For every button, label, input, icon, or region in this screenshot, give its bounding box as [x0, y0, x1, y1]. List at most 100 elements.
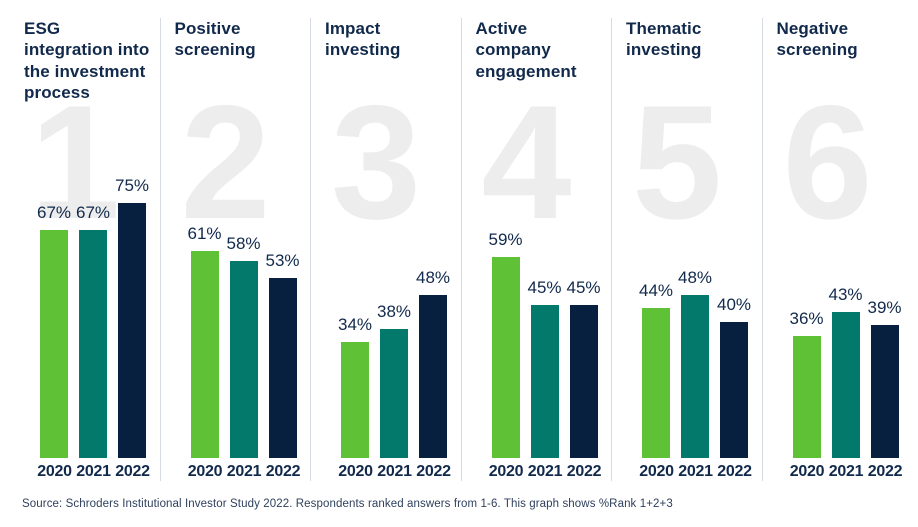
bar-column: 61%: [187, 224, 222, 458]
source-note: Source: Schroders Institutional Investor…: [22, 498, 673, 510]
bar: [642, 308, 670, 458]
bar: [792, 335, 821, 458]
rank-panel: ESG integration into the investment proc…: [8, 18, 160, 481]
bar-column: 34%: [337, 315, 373, 458]
bar: [831, 311, 860, 458]
bar: [380, 328, 408, 458]
rank-panel: Negative screening 6 36% 43% 39% 2020 202…: [761, 18, 913, 481]
bar-value-label: 39%: [867, 298, 902, 318]
bar-column: 53%: [265, 251, 300, 458]
year-label: 2020: [338, 463, 373, 480]
panel-bars-area: 5 44% 48% 40%: [632, 82, 756, 458]
year-axis-labels: 2020 2021 2022: [487, 463, 606, 481]
bar: [118, 203, 146, 458]
year-label: 2022: [717, 463, 752, 480]
year-label: 2021: [76, 463, 111, 480]
bar-value-label: 45%: [566, 278, 601, 297]
year-axis-labels: 2020 2021 2022: [637, 463, 756, 481]
bar: [419, 294, 447, 458]
bar-column: 75%: [114, 176, 150, 458]
rank-number: 4: [481, 72, 572, 253]
rank-number: 1: [30, 72, 120, 253]
year-label: 2022: [265, 463, 301, 480]
bar-value-label: 53%: [265, 250, 300, 270]
bar-value-label: 40%: [716, 295, 752, 314]
bar: [681, 294, 709, 458]
rank-panel: Thematic investing 5 44% 48% 40% 2020 202…: [611, 18, 762, 481]
year-axis-labels: 2020 2021 2022: [336, 463, 455, 481]
bar-value-label: 58%: [226, 233, 261, 253]
panel-bars-area: 3 34% 38% 48%: [331, 82, 455, 458]
bar: [229, 260, 258, 458]
bar-group: 34% 38% 48%: [337, 106, 455, 458]
year-label: 2022: [416, 463, 451, 480]
year-label: 2020: [187, 463, 223, 480]
year-label: 2022: [115, 463, 150, 480]
year-label: 2022: [867, 463, 903, 480]
rank-number: 6: [782, 72, 873, 253]
year-label: 2020: [639, 463, 674, 480]
year-label: 2020: [789, 463, 825, 480]
year-label: 2021: [226, 463, 262, 480]
year-label: 2021: [678, 463, 713, 480]
bar-column: 36%: [789, 309, 824, 458]
bar: [720, 322, 748, 458]
bar-column: 59%: [488, 230, 523, 458]
panel-title: Impact investing: [325, 19, 401, 60]
bar-column: 48%: [415, 267, 451, 458]
rank-panel: Positive screening 2 61% 58% 53% 2020 202…: [159, 18, 311, 481]
bar-group: 67% 67% 75%: [37, 106, 154, 458]
bar: [190, 250, 219, 458]
bar: [268, 277, 297, 458]
bar-group: 61% 58% 53%: [187, 106, 305, 458]
panel-bars-area: 6 36% 43% 39%: [783, 82, 907, 458]
year-axis-labels: 2020 2021 2022: [788, 463, 907, 481]
panel-title: Positive screening: [174, 19, 256, 60]
year-label: 2022: [566, 463, 602, 480]
bar: [341, 342, 369, 458]
bar-column: 44%: [638, 281, 674, 458]
bar-value-label: 34%: [337, 315, 373, 335]
bar-value-label: 75%: [114, 176, 150, 195]
year-axis-labels: 2020 2021 2022: [186, 463, 305, 481]
bar-value-label: 38%: [376, 301, 412, 321]
year-axis-labels: 2020 2021 2022: [35, 463, 154, 481]
panel-bars-area: 4 59% 45% 45%: [482, 82, 606, 458]
bar-value-label: 43%: [828, 284, 863, 304]
panel-bars-area: 2 61% 58% 53%: [181, 82, 305, 458]
rank-panel: Impact investing 3 34% 38% 48% 2020 2021 2…: [310, 18, 461, 481]
bar: [569, 305, 598, 458]
rank-panel: Active company engagement 4 59% 45% 45% …: [460, 18, 612, 481]
rank-number: 2: [180, 72, 271, 253]
bar-column: 38%: [376, 301, 412, 458]
panel-title: Negative screening: [776, 19, 858, 60]
panel-title: Thematic investing: [626, 19, 702, 60]
rank-number: 5: [632, 72, 722, 253]
bar-column: 45%: [566, 278, 601, 458]
bar-column: 43%: [828, 285, 863, 458]
year-label: 2020: [488, 463, 524, 480]
bar-column: 40%: [716, 295, 752, 458]
bar-value-label: 45%: [527, 278, 562, 297]
rank-number: 3: [331, 72, 421, 253]
bar: [530, 305, 559, 458]
bar-value-label: 59%: [488, 230, 523, 250]
bar: [79, 230, 107, 458]
ranked-bar-chart-row: ESG integration into the investment proc…: [8, 18, 912, 481]
bar-group: 44% 48% 40%: [638, 106, 756, 458]
bar-column: 58%: [226, 234, 261, 458]
panel-title: ESG integration into the investment proc…: [24, 19, 150, 103]
bar-group: 59% 45% 45%: [488, 106, 606, 458]
bar-value-label: 67%: [75, 203, 111, 223]
bar-value-label: 48%: [415, 267, 451, 287]
bar-value-label: 48%: [677, 267, 713, 287]
year-label: 2021: [828, 463, 864, 480]
bar-column: 67%: [75, 203, 111, 458]
bar: [40, 230, 68, 458]
panel-title: Active company engagement: [475, 19, 577, 81]
bar-column: 48%: [677, 267, 713, 458]
bar-group: 36% 43% 39%: [789, 106, 907, 458]
bar-value-label: 44%: [638, 281, 674, 301]
bar-column: 39%: [867, 298, 902, 458]
year-label: 2021: [527, 463, 563, 480]
